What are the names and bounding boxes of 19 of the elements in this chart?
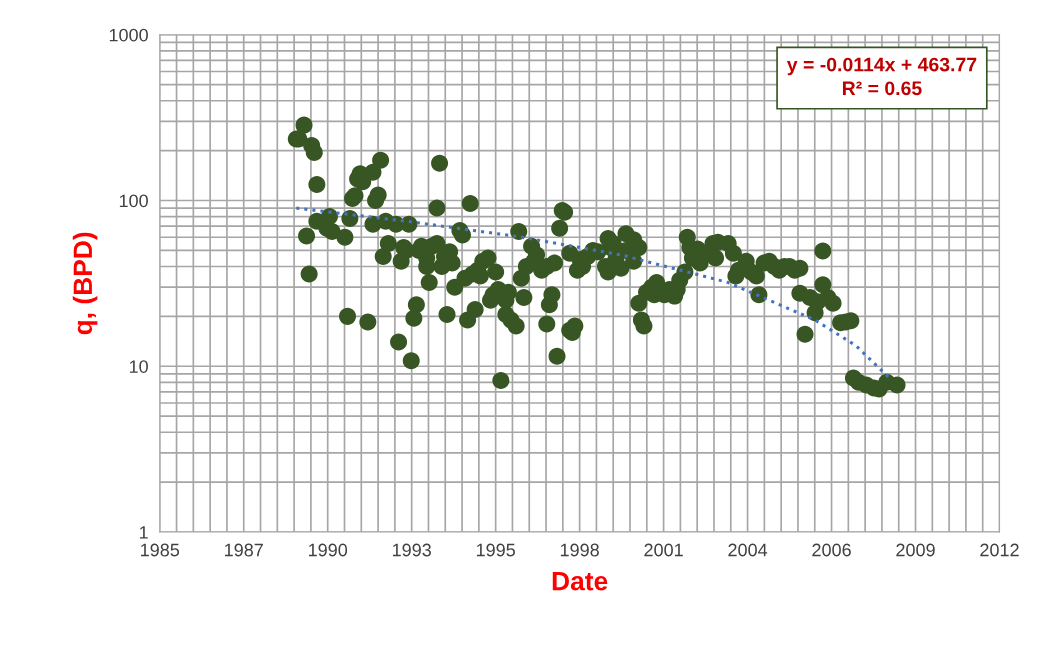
x-tick-label: 2009 <box>896 543 935 557</box>
x-tick-label: 2012 <box>980 543 1019 557</box>
annotation: y = -0.0114x + 463.77 <box>786 57 977 76</box>
x-tick-label: 1990 <box>309 543 348 557</box>
y-tick-label: 1 <box>139 526 148 539</box>
x-axis-title: Date <box>552 572 608 591</box>
x-tick-label: 1985 <box>141 543 180 557</box>
annotation: R² = 0.65 <box>842 81 922 96</box>
x-tick-label: 1998 <box>560 543 599 557</box>
y-tick-label: 10 <box>129 360 148 373</box>
x-tick-label: 2004 <box>728 543 768 557</box>
y-axis-title: q, (BPD) <box>72 232 98 335</box>
x-tick-label: 1993 <box>392 543 431 557</box>
x-tick-label: 1995 <box>476 543 515 557</box>
y-tick-label: 1000 <box>109 28 148 42</box>
x-tick-label: 2001 <box>644 543 683 557</box>
x-tick-label: 1987 <box>225 543 263 557</box>
y-tick-label: 100 <box>119 194 148 208</box>
x-tick-label: 2006 <box>812 543 851 557</box>
